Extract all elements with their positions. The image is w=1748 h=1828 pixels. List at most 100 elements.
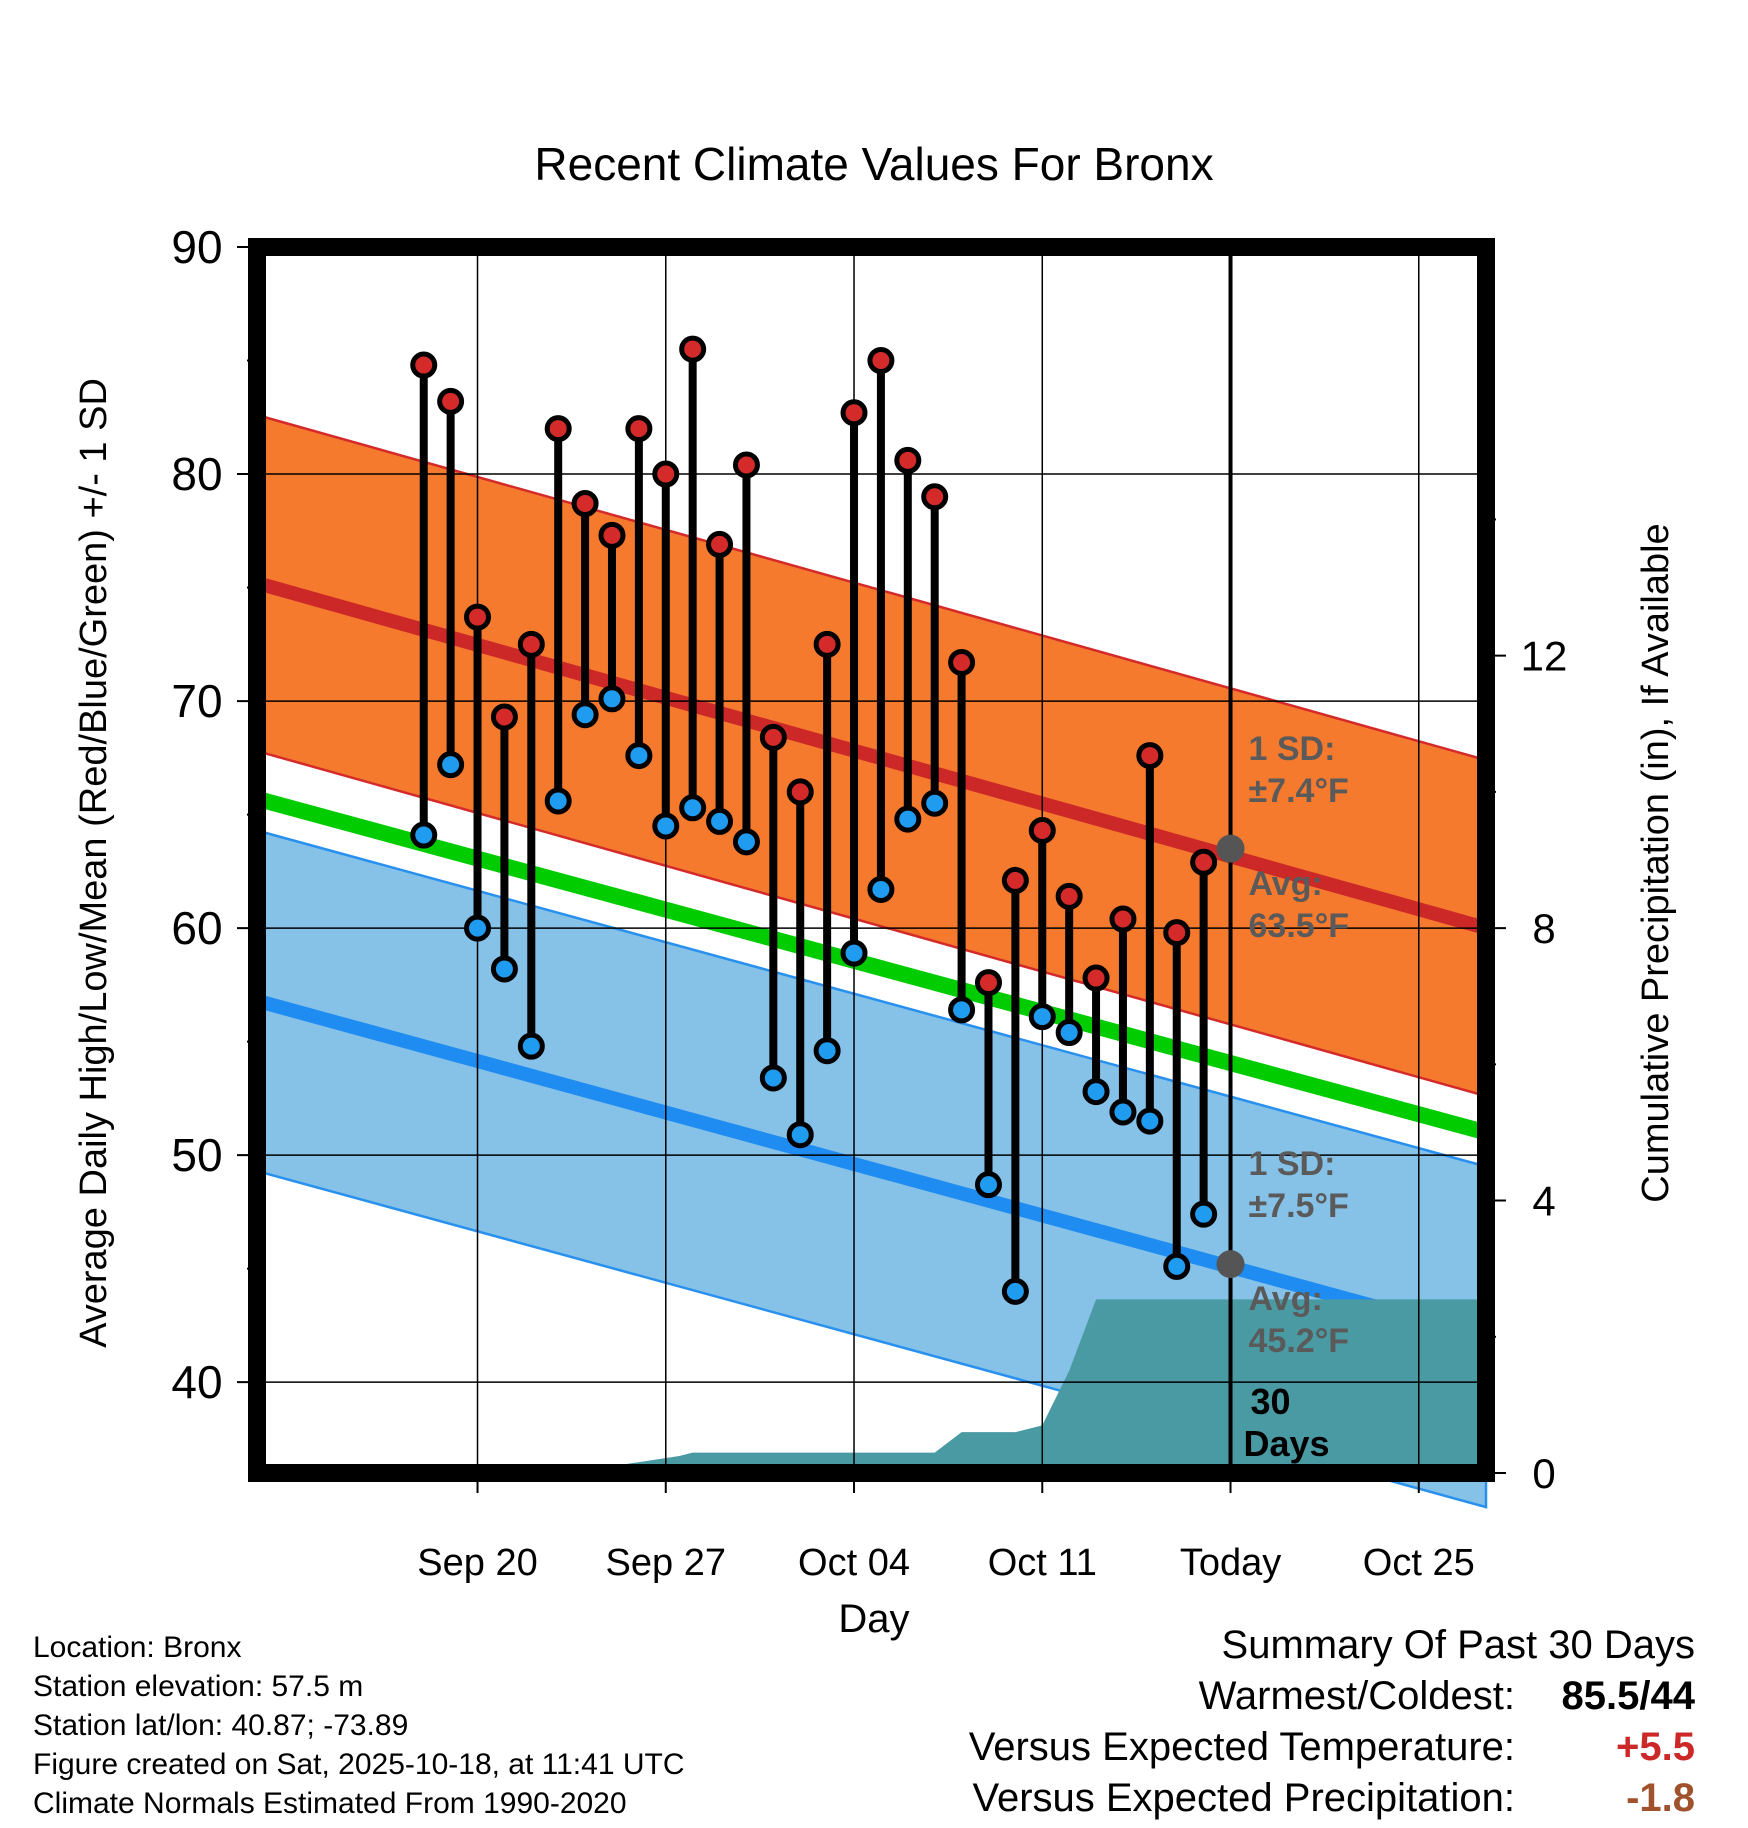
summary-title: Summary Of Past 30 Days bbox=[1221, 1623, 1695, 1667]
x-tick-label: Sep 20 bbox=[417, 1542, 537, 1584]
high-point bbox=[679, 335, 707, 363]
high-point bbox=[813, 630, 841, 658]
low-point bbox=[1055, 1019, 1083, 1047]
summary-panel: Summary Of Past 30 Days Warmest/Coldest:… bbox=[969, 1620, 1695, 1824]
high-point bbox=[840, 399, 868, 427]
x-tick-label: Oct 11 bbox=[988, 1542, 1097, 1584]
high-point bbox=[706, 530, 734, 558]
low-avg-value: 45.2°F bbox=[1249, 1322, 1350, 1360]
high-point bbox=[598, 521, 626, 549]
temp-vs-expected-label: Versus Expected Temperature: bbox=[968, 1725, 1515, 1769]
x-axis-label: Day bbox=[838, 1597, 909, 1641]
high-avg-label: Avg: bbox=[1249, 865, 1323, 903]
info-created: Figure created on Sat, 2025-10-18, at 11… bbox=[33, 1748, 685, 1781]
low-point bbox=[652, 812, 680, 840]
high-point bbox=[1082, 964, 1110, 992]
high-point bbox=[1055, 882, 1083, 910]
high-sd-value: ±7.4°F bbox=[1249, 772, 1349, 810]
low-point bbox=[598, 685, 626, 713]
high-point bbox=[544, 415, 572, 443]
low-sd-value: ±7.5°F bbox=[1249, 1187, 1349, 1225]
low-point bbox=[1109, 1098, 1137, 1126]
high-point bbox=[894, 446, 922, 474]
warm-cold-value: 85.5/44 bbox=[1561, 1674, 1695, 1718]
low-point bbox=[679, 794, 707, 822]
low-point bbox=[813, 1037, 841, 1065]
info-elevation: Station elevation: 57.5 m bbox=[33, 1670, 364, 1703]
high-point bbox=[1028, 816, 1056, 844]
high-point bbox=[464, 603, 492, 631]
high-point bbox=[786, 778, 814, 806]
y2-tick-label: 4 bbox=[1532, 1178, 1555, 1225]
y-tick-label: 70 bbox=[171, 675, 222, 727]
low-point bbox=[490, 955, 518, 983]
high-point bbox=[1109, 905, 1137, 933]
station-info: Location: Bronx Station elevation: 57.5 … bbox=[33, 1628, 685, 1823]
info-latlon: Station lat/lon: 40.87; -73.89 bbox=[33, 1709, 409, 1742]
high-point bbox=[1001, 866, 1029, 894]
low-point bbox=[706, 807, 734, 835]
y2-tick-label: 12 bbox=[1521, 633, 1568, 680]
precip-vs-expected-value: -1.8 bbox=[1626, 1776, 1695, 1820]
low-point bbox=[786, 1121, 814, 1149]
temp-vs-expected-value: +5.5 bbox=[1616, 1725, 1695, 1769]
high-avg-line bbox=[255, 576, 1488, 935]
y-tick-label: 40 bbox=[171, 1356, 222, 1408]
low-point bbox=[571, 701, 599, 729]
y2-axis-label: Cumulative Precipitation (in), If Availa… bbox=[1635, 523, 1677, 1202]
summary-row-precip: Versus Expected Precipitation: -1.8 bbox=[969, 1773, 1695, 1824]
info-location: Location: Bronx bbox=[33, 1631, 242, 1664]
y-axis-label: Average Daily High/Low/Mean (Red/Blue/Gr… bbox=[73, 378, 115, 1348]
low-point bbox=[437, 751, 465, 779]
precip-area bbox=[257, 1299, 1486, 1473]
plot-frame bbox=[248, 238, 1495, 1482]
high-point bbox=[759, 723, 787, 751]
high-point bbox=[1136, 742, 1164, 770]
low-point bbox=[1028, 1003, 1056, 1031]
low-point bbox=[867, 876, 895, 904]
low-point bbox=[840, 939, 868, 967]
y2-tick-label: 8 bbox=[1532, 905, 1555, 952]
high-point bbox=[490, 703, 518, 731]
low-point bbox=[410, 821, 438, 849]
y2-tick-label: 0 bbox=[1532, 1450, 1555, 1497]
x-tick-label: Sep 27 bbox=[606, 1542, 726, 1584]
mean-avg-line bbox=[254, 790, 1489, 1141]
low-point bbox=[517, 1032, 545, 1060]
low-point bbox=[759, 1064, 787, 1092]
window-label-days: Days bbox=[1244, 1423, 1330, 1464]
high-point bbox=[1163, 919, 1191, 947]
high-point bbox=[625, 415, 653, 443]
low-point bbox=[974, 1171, 1002, 1199]
high-point bbox=[1190, 848, 1218, 876]
low-point bbox=[1163, 1252, 1191, 1280]
low-avg-line bbox=[255, 994, 1488, 1344]
x-tick-label: Today bbox=[1180, 1542, 1281, 1584]
x-tick-label: Oct 25 bbox=[1363, 1542, 1475, 1584]
chart-title: Recent Climate Values For Bronx bbox=[534, 138, 1213, 190]
summary-row-warm-cold: Warmest/Coldest: 85.5/44 bbox=[969, 1671, 1695, 1722]
low-point bbox=[1190, 1200, 1218, 1228]
x-tick-label: Oct 04 bbox=[798, 1542, 910, 1584]
low-point bbox=[921, 789, 949, 817]
low-point bbox=[894, 805, 922, 833]
y-tick-label: 90 bbox=[171, 221, 222, 273]
high-point bbox=[571, 490, 599, 518]
high-point bbox=[921, 483, 949, 511]
low-point bbox=[948, 996, 976, 1024]
y-tick-label: 80 bbox=[171, 448, 222, 500]
window-label-number: 30 bbox=[1251, 1381, 1291, 1422]
low-point bbox=[732, 828, 760, 856]
high-avg-value: 63.5°F bbox=[1249, 907, 1350, 945]
low-avg-label: Avg: bbox=[1249, 1280, 1323, 1318]
low-point bbox=[1001, 1277, 1029, 1305]
low-point bbox=[544, 787, 572, 815]
y-tick-label: 60 bbox=[171, 902, 222, 954]
warm-cold-label: Warmest/Coldest: bbox=[1198, 1674, 1515, 1718]
low-point bbox=[625, 742, 653, 770]
high-point bbox=[437, 387, 465, 415]
low-point bbox=[1082, 1078, 1110, 1106]
high-point bbox=[517, 630, 545, 658]
y-tick-label: 50 bbox=[171, 1129, 222, 1181]
